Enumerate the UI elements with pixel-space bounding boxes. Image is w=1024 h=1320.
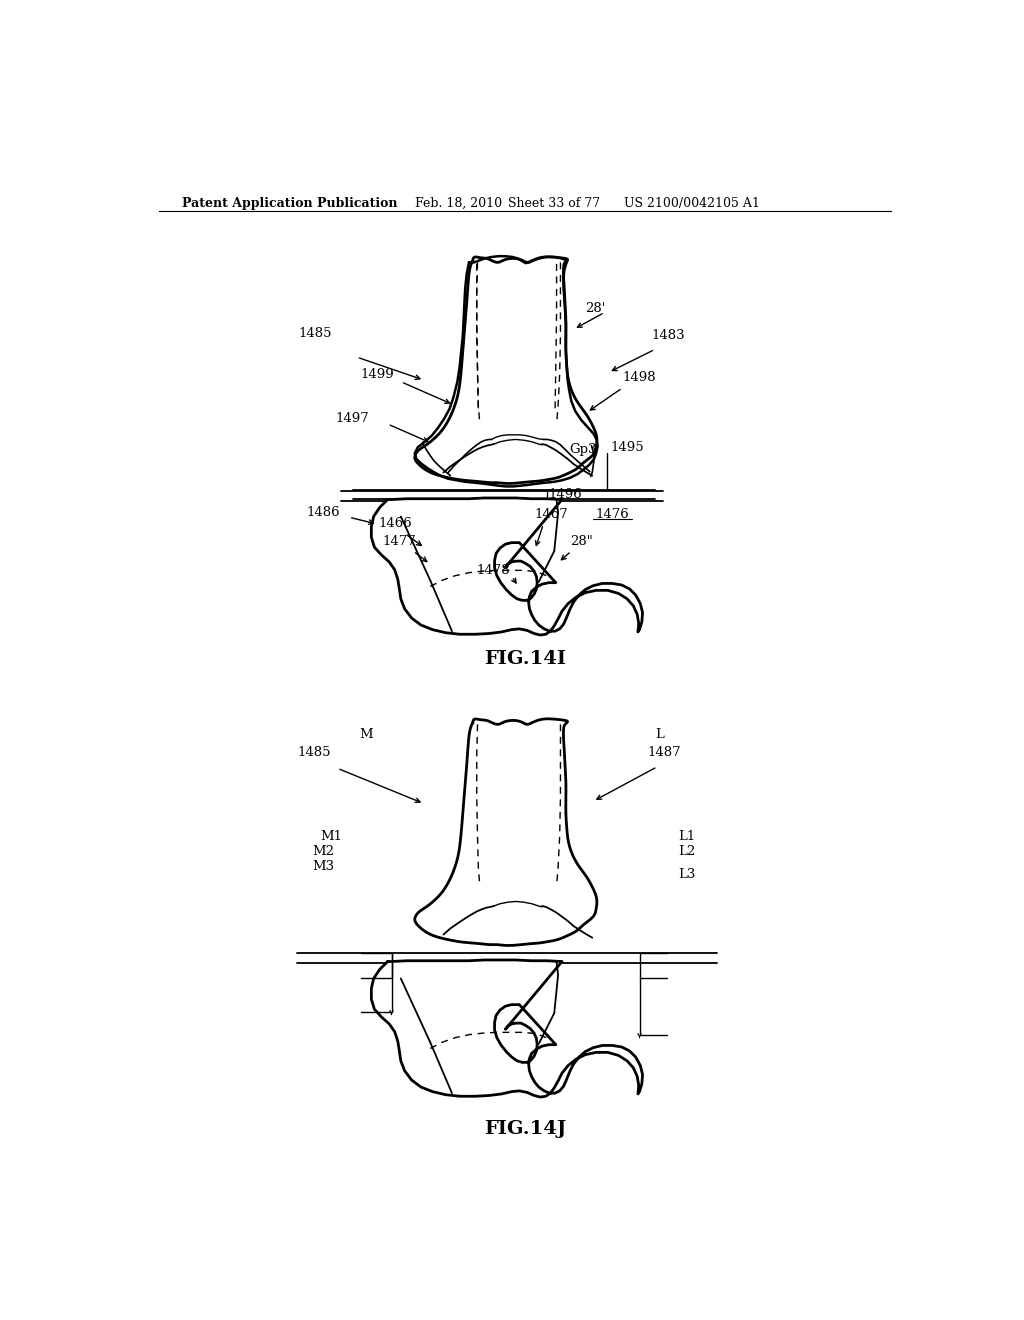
Polygon shape [415, 719, 597, 945]
Text: US 2100/0042105 A1: US 2100/0042105 A1 [624, 197, 760, 210]
Text: Sheet 33 of 77: Sheet 33 of 77 [508, 197, 600, 210]
Text: 28": 28" [569, 536, 593, 548]
Text: M3: M3 [312, 861, 335, 874]
Text: 1476: 1476 [595, 508, 629, 520]
Text: L: L [655, 727, 664, 741]
Text: 1495: 1495 [610, 441, 644, 454]
Polygon shape [372, 960, 643, 1097]
Text: FIG.14I: FIG.14I [483, 649, 566, 668]
Text: Patent Application Publication: Patent Application Publication [182, 197, 397, 210]
Text: 1485: 1485 [299, 327, 332, 341]
Text: 1478: 1478 [477, 564, 510, 577]
Text: 1487: 1487 [647, 746, 681, 759]
Text: 1485: 1485 [297, 746, 331, 759]
Polygon shape [415, 257, 597, 483]
Text: L2: L2 [678, 845, 695, 858]
Text: M1: M1 [321, 829, 342, 842]
Text: 1483: 1483 [651, 329, 685, 342]
Text: 1498: 1498 [623, 371, 656, 384]
Text: 28': 28' [586, 302, 605, 315]
Text: 1486: 1486 [306, 506, 340, 519]
Text: 1467: 1467 [535, 508, 568, 520]
Text: Gp3: Gp3 [569, 444, 597, 455]
Polygon shape [415, 256, 598, 487]
Text: M2: M2 [312, 845, 335, 858]
Text: 1466: 1466 [378, 517, 412, 529]
Text: 1477: 1477 [382, 536, 416, 548]
Text: L3: L3 [678, 869, 695, 880]
Text: 1499: 1499 [360, 367, 394, 380]
Text: L1: L1 [678, 829, 695, 842]
Text: 1496: 1496 [549, 488, 583, 502]
Text: Feb. 18, 2010: Feb. 18, 2010 [415, 197, 502, 210]
Text: 1497: 1497 [336, 412, 370, 425]
Text: M: M [359, 727, 373, 741]
Polygon shape [372, 498, 643, 635]
Text: FIG.14J: FIG.14J [483, 1119, 566, 1138]
